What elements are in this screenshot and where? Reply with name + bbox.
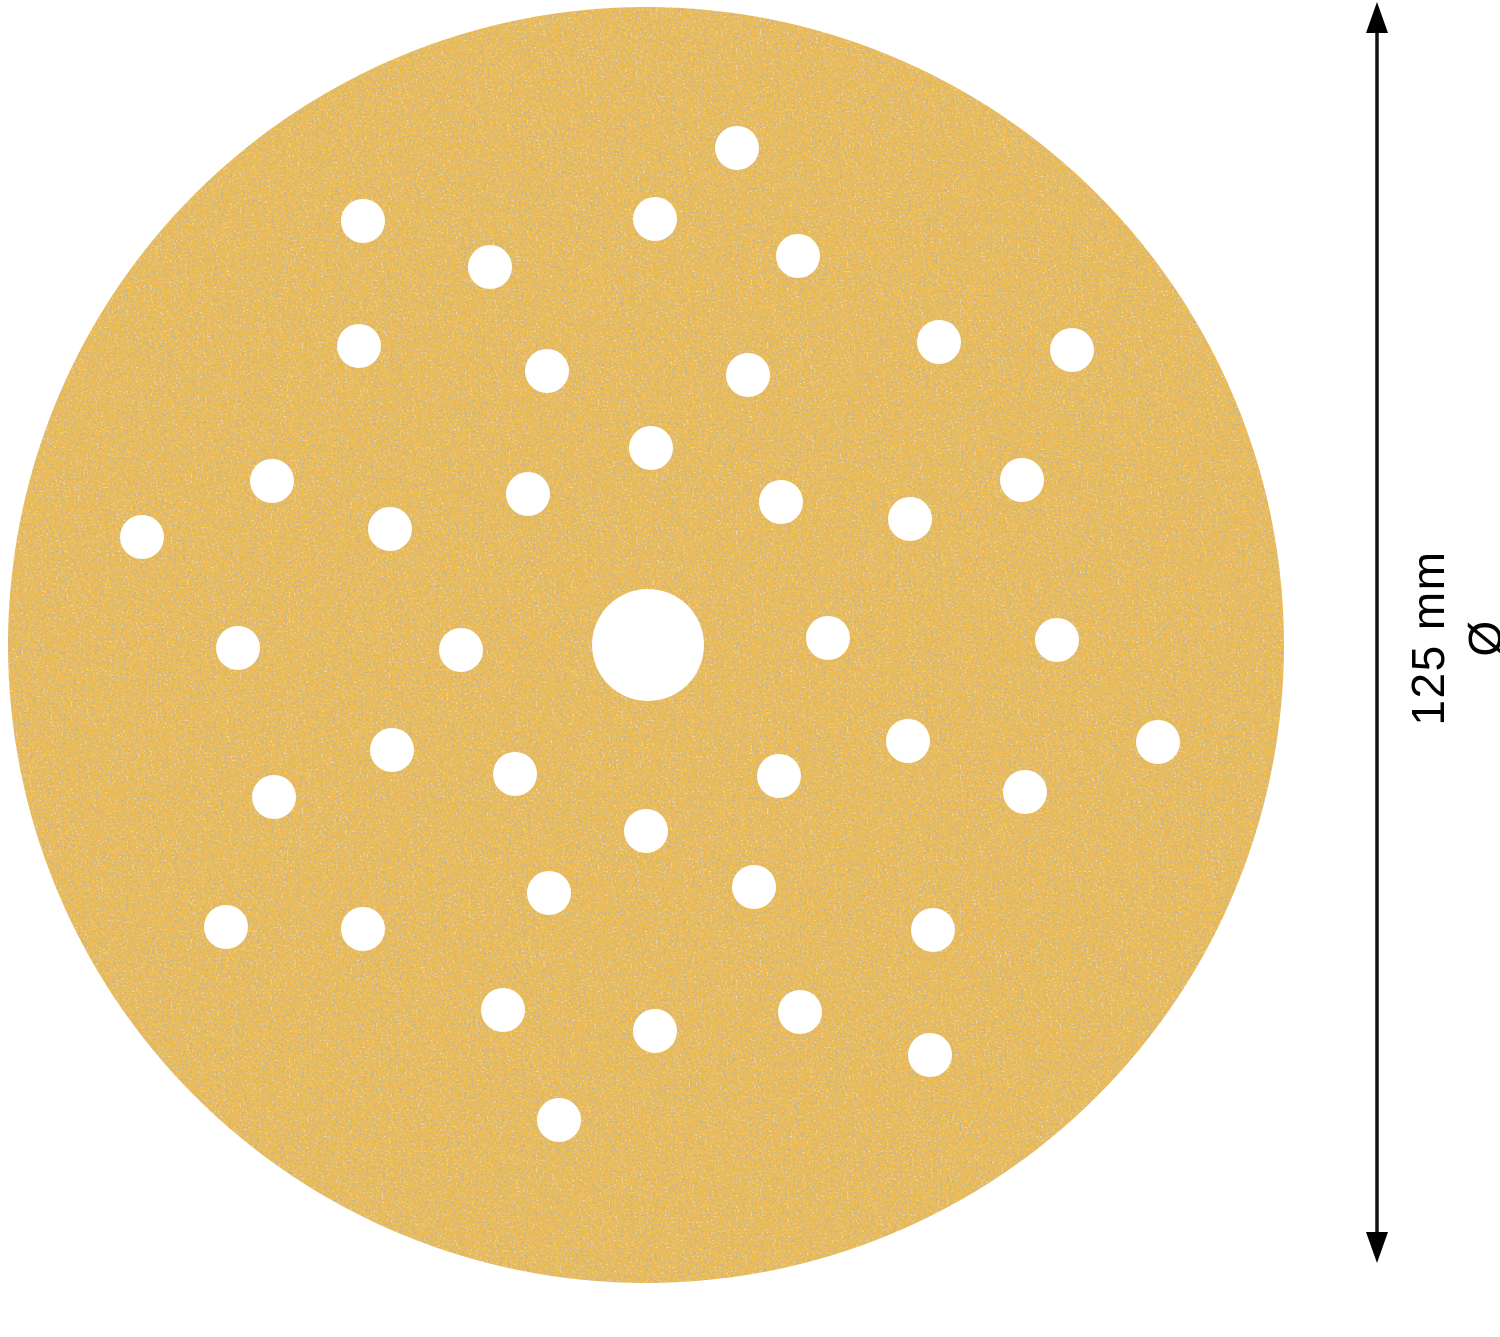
- disc-hole: [506, 472, 550, 516]
- dimension-label-group: 125 mm: [1402, 550, 1454, 725]
- disc-hole: [778, 990, 822, 1034]
- dimension-label: 125 mm: [1402, 550, 1454, 725]
- disc-hole: [481, 988, 525, 1032]
- disc-hole: [468, 245, 512, 289]
- disc-hole: [1000, 458, 1044, 502]
- disc-hole: [629, 426, 673, 470]
- sanding-disc: [8, 7, 1284, 1283]
- disc-hole: [537, 1098, 581, 1142]
- disc-hole: [525, 349, 569, 393]
- disc-hole: [1035, 618, 1079, 662]
- disc-hole: [368, 507, 412, 551]
- disc-hole: [806, 616, 850, 660]
- dimension-arrow-bottom-icon: [1366, 1232, 1388, 1263]
- disc-hole: [908, 1033, 952, 1077]
- disc-hole: [439, 628, 483, 672]
- disc-hole: [337, 324, 381, 368]
- disc-hole: [759, 480, 803, 524]
- dimension-arrow-top-icon: [1366, 2, 1388, 33]
- disc-hole: [633, 197, 677, 241]
- diameter-symbol: Ø: [1459, 619, 1500, 656]
- disc-hole: [370, 728, 414, 772]
- disc-hole: [917, 320, 961, 364]
- disc-hole: [886, 719, 930, 763]
- disc-hole: [493, 752, 537, 796]
- disc-hole: [624, 809, 668, 853]
- disc-hole: [633, 1009, 677, 1053]
- disc-hole: [757, 754, 801, 798]
- disc-hole: [715, 126, 759, 170]
- disc-hole: [527, 871, 571, 915]
- disc-hole: [341, 907, 385, 951]
- disc-hole: [1136, 720, 1180, 764]
- disc-holes: [120, 126, 1180, 1142]
- disc-hole: [888, 497, 932, 541]
- disc-hole: [252, 775, 296, 819]
- disc-center-hole: [592, 589, 704, 701]
- dimension-annotation: 125 mm Ø: [1366, 2, 1500, 1263]
- disc-hole: [732, 865, 776, 909]
- disc-hole: [1003, 770, 1047, 814]
- disc-hole: [120, 515, 164, 559]
- disc-hole: [216, 626, 260, 670]
- disc-hole: [341, 199, 385, 243]
- disc-hole: [911, 908, 955, 952]
- diameter-symbol-group: Ø: [1459, 619, 1500, 656]
- disc-hole: [726, 353, 770, 397]
- disc-hole: [204, 905, 248, 949]
- disc-hole: [250, 459, 294, 503]
- disc-hole: [1050, 328, 1094, 372]
- disc-hole: [776, 234, 820, 278]
